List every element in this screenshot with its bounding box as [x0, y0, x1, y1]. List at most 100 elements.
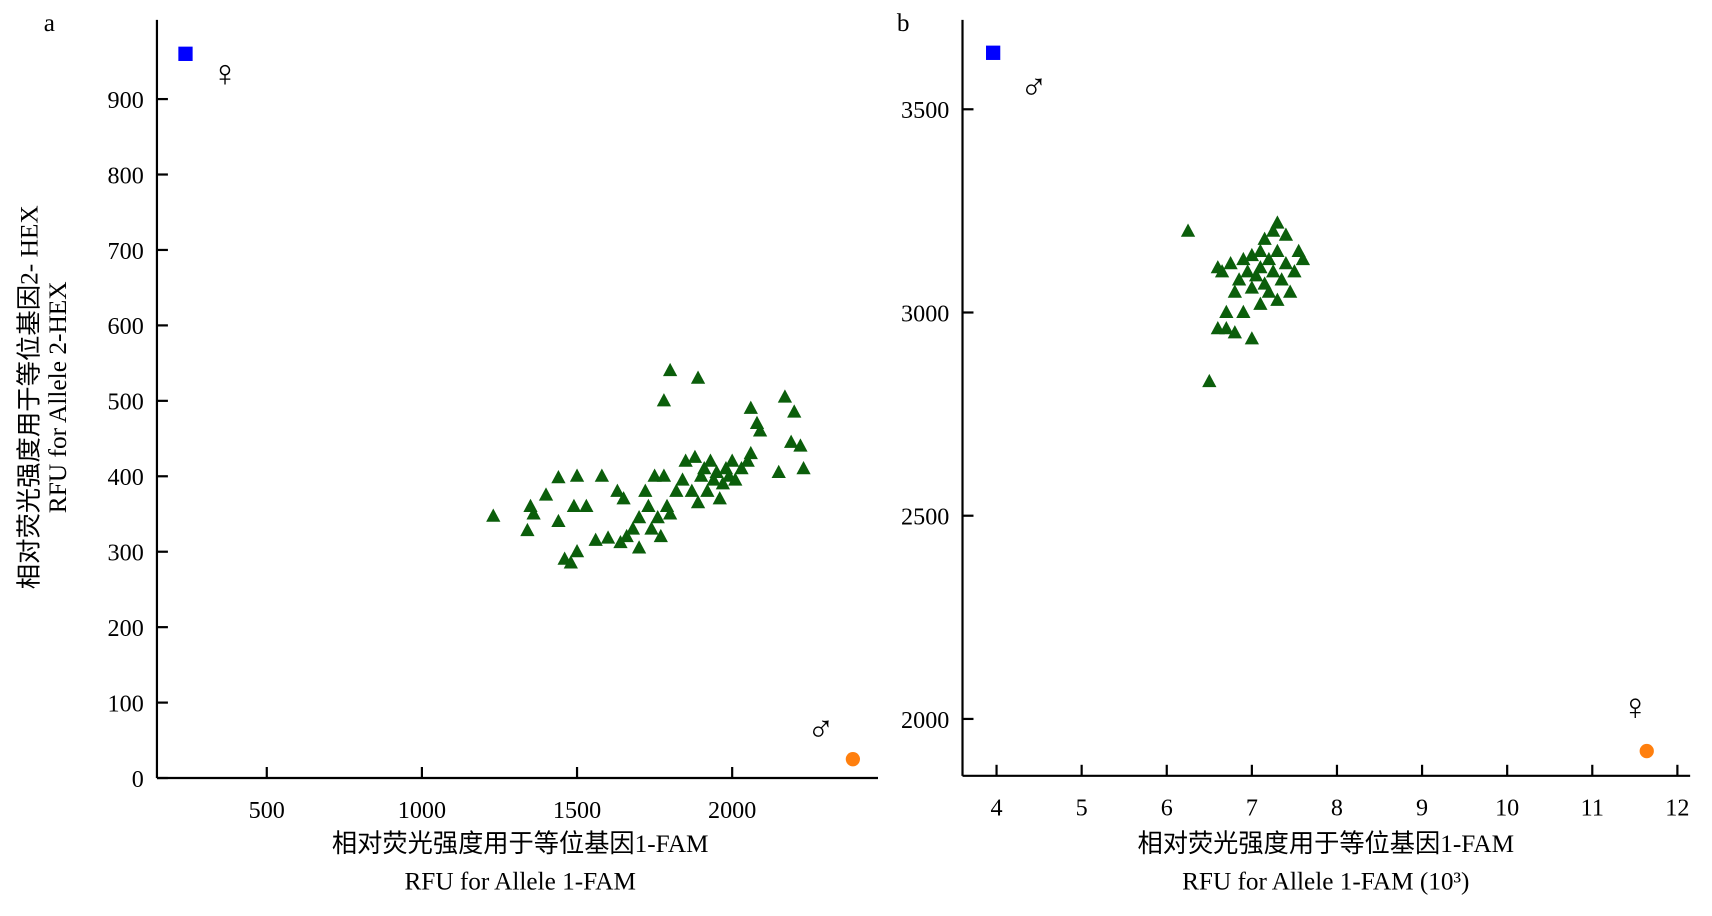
point — [1244, 331, 1259, 345]
point — [703, 453, 718, 467]
point — [690, 494, 706, 509]
x-tick-label: 10 — [1495, 795, 1519, 822]
point — [675, 472, 690, 486]
point — [656, 468, 672, 482]
y-axis-label: RFU for Allele 2-HEX — [44, 281, 72, 513]
y-tick-label: 600 — [108, 313, 144, 340]
point — [678, 453, 693, 467]
annotation: ♂ — [807, 710, 835, 751]
point — [1231, 272, 1247, 286]
annotation: ♀ — [1621, 687, 1649, 728]
point — [796, 461, 811, 475]
point — [178, 46, 193, 61]
point — [715, 476, 731, 490]
point — [1295, 251, 1311, 266]
point — [1261, 284, 1277, 298]
point — [1202, 373, 1217, 388]
point — [563, 555, 578, 569]
point — [588, 532, 603, 546]
point — [631, 540, 647, 554]
point — [1274, 272, 1289, 286]
point — [1270, 243, 1285, 258]
y-tick-label: 100 — [108, 690, 144, 717]
point — [1278, 227, 1294, 241]
x-axis-label: 相对荧光强度用于等位基因1-FAM — [332, 830, 709, 858]
point — [566, 498, 582, 512]
point — [594, 468, 609, 482]
point — [1261, 251, 1277, 266]
point — [1270, 215, 1285, 229]
point — [694, 468, 709, 482]
point — [1214, 264, 1230, 278]
point — [728, 472, 743, 486]
point — [1219, 321, 1234, 335]
point — [1278, 255, 1294, 270]
point — [986, 45, 1001, 60]
point — [1248, 268, 1264, 282]
y-tick-label: 700 — [108, 238, 144, 265]
y-tick-label: 3500 — [901, 97, 949, 124]
x-tick-label: 1500 — [553, 797, 601, 824]
point — [662, 362, 678, 377]
point — [631, 510, 647, 524]
point — [787, 404, 802, 418]
point — [616, 491, 631, 505]
point — [486, 508, 501, 522]
point — [1227, 284, 1242, 298]
point — [743, 400, 758, 414]
y-tick-label: 900 — [108, 87, 144, 114]
y-tick-label: 400 — [108, 464, 144, 491]
x-axis-label: RFU for Allele 1-FAM (10³) — [1182, 867, 1469, 895]
x-tick-label: 12 — [1665, 795, 1689, 822]
point — [752, 423, 768, 437]
point — [1270, 292, 1285, 306]
point — [669, 483, 684, 497]
y-tick-label: 200 — [108, 615, 144, 642]
x-tick-label: 4 — [991, 795, 1003, 822]
y-tick-label: 0 — [132, 766, 144, 793]
x-axis-label: 相对荧光强度用于等位基因1-FAM — [1138, 830, 1515, 858]
point — [1253, 243, 1268, 258]
point — [1180, 223, 1196, 237]
panel-label: a — [44, 9, 55, 37]
point — [619, 528, 634, 543]
annotation: ♂ — [1020, 67, 1048, 108]
point — [709, 464, 724, 479]
point — [1283, 284, 1298, 298]
point — [1236, 304, 1251, 319]
y-tick-label: 3000 — [901, 300, 949, 327]
point — [641, 498, 656, 512]
point — [783, 434, 799, 448]
point — [725, 453, 740, 467]
point — [1266, 223, 1281, 237]
point — [656, 393, 672, 407]
point — [1223, 255, 1238, 270]
point — [526, 506, 541, 520]
y-tick-label: 2500 — [901, 503, 949, 530]
point — [1257, 231, 1272, 245]
point — [579, 498, 594, 512]
y-tick-label: 500 — [108, 389, 144, 416]
panel-label: b — [897, 9, 910, 37]
x-tick-label: 9 — [1416, 795, 1428, 822]
point — [1227, 325, 1242, 339]
x-tick-label: 11 — [1581, 795, 1604, 822]
point — [697, 461, 712, 475]
point — [647, 468, 662, 482]
point — [650, 510, 665, 524]
point — [600, 530, 616, 544]
point — [684, 483, 699, 497]
point — [1240, 264, 1255, 278]
point — [1287, 264, 1302, 278]
point — [740, 453, 755, 467]
point — [551, 470, 566, 484]
y-axis-label: 相对荧光强度用于等位基因2- HEX — [15, 205, 43, 589]
x-tick-label: 2000 — [708, 797, 756, 824]
point — [734, 461, 749, 475]
x-tick-label: 5 — [1076, 795, 1088, 822]
point — [771, 464, 786, 479]
y-tick-label: 800 — [108, 162, 144, 189]
point — [610, 483, 625, 497]
point — [638, 483, 653, 497]
